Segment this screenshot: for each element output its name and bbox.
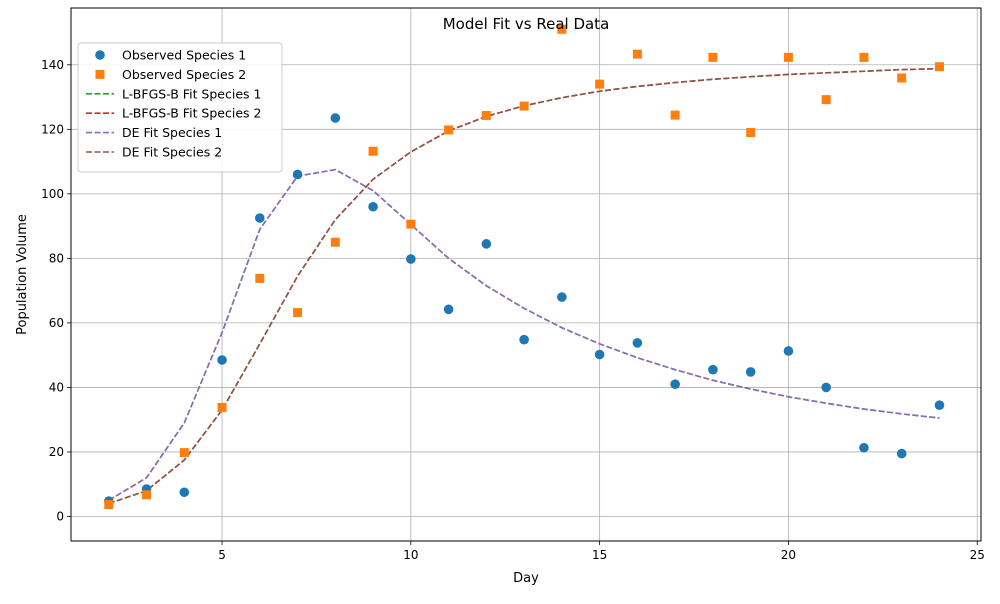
data-point <box>519 101 529 111</box>
y-tick-label: 140 <box>41 58 64 72</box>
data-point <box>293 308 303 318</box>
data-point <box>217 402 227 412</box>
axis-ticks: 5 10 15 20 25 0 20 40 60 80 100 120 140 <box>41 58 985 562</box>
x-tick-label: 25 <box>970 548 985 562</box>
data-point <box>368 201 378 212</box>
grid-lines <box>71 8 981 541</box>
data-point <box>406 254 416 264</box>
legend-label: Observed Species 1 <box>122 48 246 63</box>
y-axis-label: Population Volume <box>15 214 30 335</box>
data-point <box>632 338 643 348</box>
x-tick-label: 20 <box>781 548 796 562</box>
data-point <box>934 62 944 72</box>
x-tick-label: 10 <box>403 548 418 562</box>
data-point <box>859 52 869 62</box>
data-point <box>670 110 680 120</box>
data-point <box>708 364 718 375</box>
y-tick-label: 20 <box>49 445 64 459</box>
data-point <box>179 448 189 458</box>
data-point <box>783 346 794 356</box>
data-point <box>557 292 567 302</box>
data-point <box>368 146 378 156</box>
plot-series <box>103 24 945 510</box>
plot-area-frame <box>70 7 982 542</box>
data-point <box>821 95 831 105</box>
series-line-de-fit-species-1 <box>108 168 940 502</box>
series-points-observed-species-2 <box>104 24 944 510</box>
data-point <box>595 79 605 89</box>
data-point <box>670 379 680 389</box>
data-point <box>745 367 756 377</box>
data-point <box>292 169 303 180</box>
data-point <box>217 355 227 365</box>
data-point <box>519 334 529 345</box>
data-point <box>142 490 152 500</box>
legend-label: Observed Species 2 <box>122 67 246 82</box>
y-tick-label: 80 <box>49 251 64 265</box>
data-point <box>179 487 190 498</box>
data-point <box>406 219 416 229</box>
data-point <box>330 237 340 247</box>
y-tick-label: 0 <box>56 509 64 523</box>
data-point <box>255 273 265 283</box>
data-point <box>934 400 945 410</box>
data-point <box>444 125 454 135</box>
legend-box <box>77 42 283 173</box>
data-point <box>821 382 831 393</box>
y-tick-label: 120 <box>41 122 64 136</box>
data-point <box>254 213 265 223</box>
legend-label: L-BFGS-B Fit Species 1 <box>122 86 261 101</box>
chart-title: Model Fit vs Real Data <box>443 15 610 33</box>
data-point <box>746 128 756 138</box>
data-point <box>897 73 907 83</box>
x-tick-label: 5 <box>218 548 226 562</box>
data-point <box>859 442 869 453</box>
data-point <box>443 304 454 315</box>
data-point <box>481 239 492 249</box>
x-axis-label: Day <box>513 571 539 586</box>
data-point <box>632 49 642 59</box>
legend-marker-observed-species-2 <box>95 69 105 79</box>
series-points-observed-species-1 <box>103 113 945 506</box>
legend-marker-observed-species-1 <box>95 50 105 60</box>
data-point <box>104 500 114 510</box>
y-tick-label: 100 <box>41 187 64 201</box>
data-point <box>896 448 907 459</box>
legend-label: DE Fit Species 2 <box>122 145 222 160</box>
data-point <box>594 349 605 360</box>
legend: Observed Species 1 Observed Species 2 L-BF… <box>77 42 283 173</box>
legend-label: DE Fit Species 1 <box>122 125 222 140</box>
x-tick-label: 15 <box>592 548 607 562</box>
data-point <box>481 110 491 120</box>
data-point <box>708 52 718 62</box>
y-tick-label: 60 <box>49 316 64 330</box>
legend-label: L-BFGS-B Fit Species 2 <box>122 106 261 121</box>
data-point <box>783 52 793 62</box>
y-tick-label: 40 <box>49 380 64 394</box>
data-point <box>330 113 341 123</box>
data-point <box>557 24 567 34</box>
